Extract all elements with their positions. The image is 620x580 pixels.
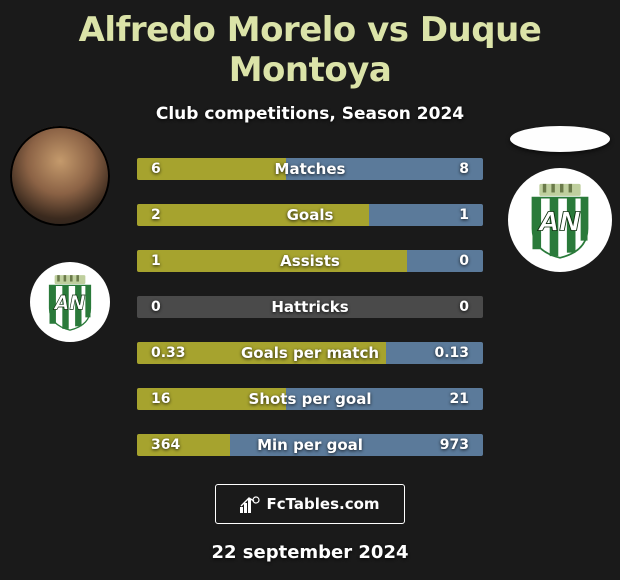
stat-label: Goals per match [241,342,379,364]
stat-row: 0.33 0.13 Goals per match [137,342,483,364]
stat-value-right: 21 [450,388,469,410]
stat-bar-left [137,204,369,226]
subtitle: Club competitions, Season 2024 [0,104,620,124]
stat-value-right: 0.13 [434,342,469,364]
stat-row: 364 973 Min per goal [137,434,483,456]
stat-row: 2 1 Goals [137,204,483,226]
stat-label: Hattricks [271,296,348,318]
club-badge-left: AN [30,262,110,342]
stat-label: Min per goal [257,434,363,456]
player-right-avatar [510,126,610,152]
stat-value-left: 0.33 [151,342,186,364]
club-badge-right-icon: AN [517,177,603,263]
stat-value-left: 16 [151,388,170,410]
stat-row: 1 0 Assists [137,250,483,272]
stat-row: 0 0 Hattricks [137,296,483,318]
footer-text: FcTables.com [266,495,379,513]
footer-attribution: FcTables.com [215,484,405,524]
page-title: Alfredo Morelo vs Duque Montoya [0,0,620,90]
stat-value-right: 0 [459,296,469,318]
stat-value-left: 0 [151,296,161,318]
stat-value-right: 0 [459,250,469,272]
stat-bar-left [137,250,407,272]
stat-label: Goals [287,204,334,226]
club-badge-right: AN [508,168,612,272]
stat-value-right: 973 [440,434,469,456]
stat-row: 16 21 Shots per goal [137,388,483,410]
stats-container: 68Matches21Goals10Assists00Hattricks0.33… [137,158,483,456]
stat-label: Assists [280,250,340,272]
svg-text:AN: AN [537,207,581,237]
date-label: 22 september 2024 [0,542,620,563]
stat-label: Shots per goal [249,388,372,410]
stat-label: Matches [275,158,346,180]
stat-row: 6 8 Matches [137,158,483,180]
svg-text:AN: AN [53,292,86,315]
stat-value-right: 8 [459,158,469,180]
stat-value-left: 2 [151,204,161,226]
fctables-logo-icon [240,495,262,513]
stat-value-right: 1 [459,204,469,226]
player-left-avatar [10,126,110,226]
stat-value-left: 6 [151,158,161,180]
stat-value-left: 364 [151,434,180,456]
stat-value-left: 1 [151,250,161,272]
stat-bar-right [407,250,483,272]
club-badge-left-icon: AN [38,270,102,334]
